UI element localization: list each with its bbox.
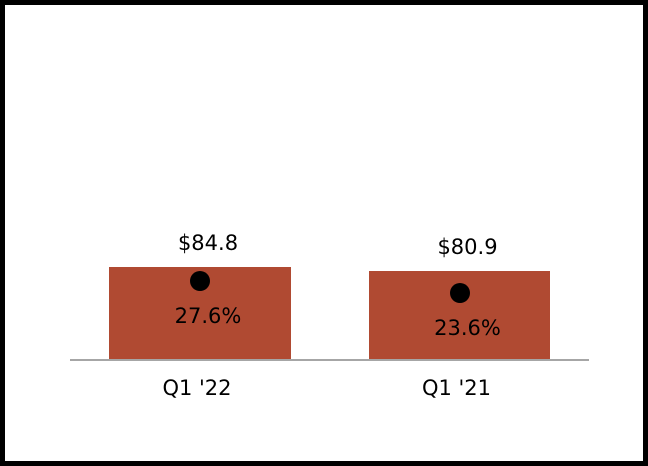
percent-label: 23.6% <box>434 315 501 340</box>
category-label-q1-22: Q1 '22 <box>162 376 232 400</box>
percent-label: 27.6% <box>174 303 242 328</box>
data-point-dot <box>190 270 210 291</box>
bar-group-q1-21: $80.9 23.6% Q1 '21 <box>369 5 550 461</box>
category-label-q1-21: Q1 '21 <box>421 376 492 400</box>
bar-value-label: $80.9 <box>437 235 498 259</box>
x-axis-line <box>70 359 589 361</box>
bar-value-label: $84.8 <box>177 231 239 255</box>
bar-group-q1-22: $84.8 27.6% Q1 '22 <box>109 5 291 461</box>
data-point-dot <box>449 282 470 303</box>
